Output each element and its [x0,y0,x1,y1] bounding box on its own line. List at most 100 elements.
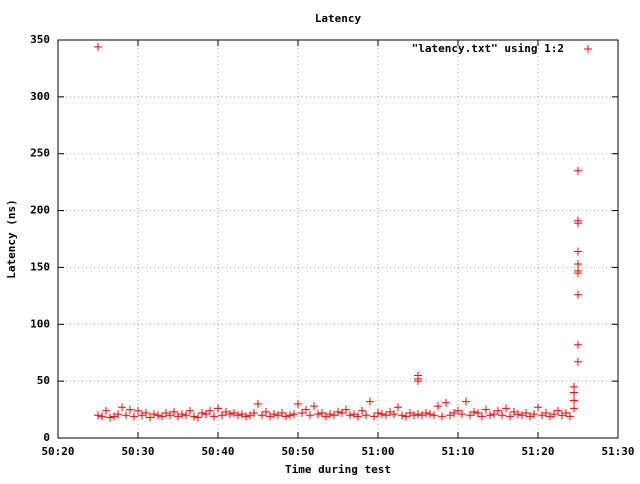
point [418,411,426,420]
point [430,411,438,420]
point [310,402,318,411]
point [386,407,394,416]
point [222,407,230,416]
point [330,411,338,420]
point [178,410,186,419]
point [94,411,102,420]
point [150,410,158,419]
point [570,388,578,397]
point [334,407,342,416]
point [306,411,314,420]
point [446,411,454,420]
point [518,411,526,420]
point [290,410,298,419]
point [174,412,182,421]
point [554,406,562,415]
point [574,340,582,349]
point [262,407,270,416]
point [462,397,470,406]
point [378,410,386,419]
y-tick-label: 350 [30,33,50,46]
point [354,412,362,421]
point [458,410,466,419]
point [414,377,422,386]
point [470,407,478,416]
point [146,413,154,422]
point [514,410,522,419]
point [534,403,542,412]
point [410,411,418,420]
x-tick-label: 51:30 [601,445,634,458]
point [506,412,514,421]
x-axis-label: Time during test [285,463,391,476]
point [474,408,482,417]
point [494,406,502,415]
x-tick-label: 51:10 [441,445,474,458]
point [490,410,498,419]
point [122,411,130,420]
point [478,412,486,421]
point [366,397,374,406]
point [338,408,346,417]
point [166,411,174,420]
point [282,412,290,421]
point [442,398,450,407]
point [486,411,494,420]
point [406,408,414,417]
y-axis-label: Latency (ns) [5,199,18,278]
point [422,408,430,417]
x-tick-label: 50:20 [41,445,74,458]
x-tick-label: 51:00 [361,445,394,458]
point [546,412,554,421]
point [434,402,442,411]
point [574,219,582,228]
point [510,407,518,416]
point [266,412,274,421]
point [438,412,446,421]
point [258,411,266,420]
point [530,410,538,419]
point [374,408,382,417]
point [294,399,302,408]
y-tick-label: 100 [30,317,50,330]
point [570,396,578,405]
y-tick-label: 300 [30,90,50,103]
point [254,399,262,408]
point [230,408,238,417]
point [226,410,234,419]
point [138,411,146,420]
point [482,405,490,414]
point [570,404,578,413]
y-tick-label: 0 [43,431,50,444]
point [106,413,114,422]
point [574,166,582,175]
point [394,403,402,412]
x-tick-label: 50:40 [201,445,234,458]
point [246,411,254,420]
point [162,408,170,417]
point [426,410,434,419]
point [322,412,330,421]
point [198,408,206,417]
point [186,406,194,415]
y-tick-label: 200 [30,204,50,217]
point [274,411,282,420]
point [382,411,390,420]
point [574,357,582,366]
chart-title: Latency [315,12,362,25]
point [574,290,582,299]
x-tick-label: 50:50 [281,445,314,458]
point [286,411,294,420]
point [538,411,546,420]
point [574,269,582,278]
point [398,411,406,420]
point [242,412,250,421]
point [498,411,506,420]
point [234,411,242,420]
point [250,408,258,417]
point [110,412,118,421]
point [118,403,126,412]
point [522,408,530,417]
point [114,410,122,419]
